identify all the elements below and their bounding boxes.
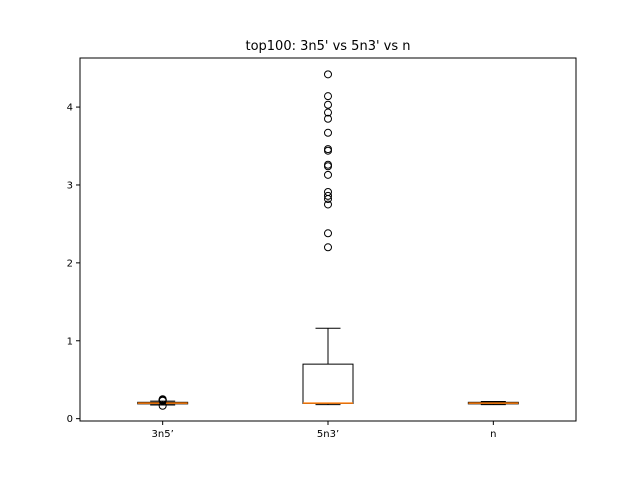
outlier-point	[324, 70, 332, 79]
outlier-point	[324, 146, 332, 155]
x-tick-label: 5n3’	[317, 429, 339, 440]
y-tick-label: 2	[67, 258, 73, 269]
iqr-box	[302, 363, 354, 404]
outlier-point	[324, 100, 332, 109]
y-tick-label: 3	[67, 180, 73, 191]
x-tick-label: 3n5’	[152, 429, 174, 440]
y-tick-label: 4	[67, 103, 73, 114]
outlier-point	[324, 114, 332, 123]
plot-frame	[79, 57, 577, 422]
box-3	[467, 401, 519, 406]
boxes-group	[137, 70, 519, 410]
y-axis: 0 1 2 3 4	[67, 103, 80, 425]
x-tick-label: n	[490, 429, 496, 440]
outlier-point	[324, 229, 332, 238]
x-axis: 3n5’ 5n3’ n	[152, 421, 497, 440]
outlier-point	[324, 162, 332, 171]
outlier-point	[324, 145, 332, 154]
outlier-point	[158, 395, 167, 404]
box-2	[302, 70, 354, 406]
outlier-point	[324, 187, 332, 196]
outlier-point	[324, 243, 332, 252]
box-1	[137, 395, 189, 410]
outlier-point	[324, 128, 332, 137]
chart-title: top100: 3n5' vs 5n3' vs n	[245, 39, 410, 54]
outlier-point	[324, 92, 332, 101]
outlier-point	[324, 200, 332, 209]
outlier-point	[324, 160, 332, 169]
y-tick-label: 1	[67, 336, 73, 347]
outlier-point	[324, 108, 332, 117]
y-tick-label: 0	[67, 414, 73, 425]
outlier-point	[324, 191, 332, 200]
outlier-point	[324, 170, 332, 179]
